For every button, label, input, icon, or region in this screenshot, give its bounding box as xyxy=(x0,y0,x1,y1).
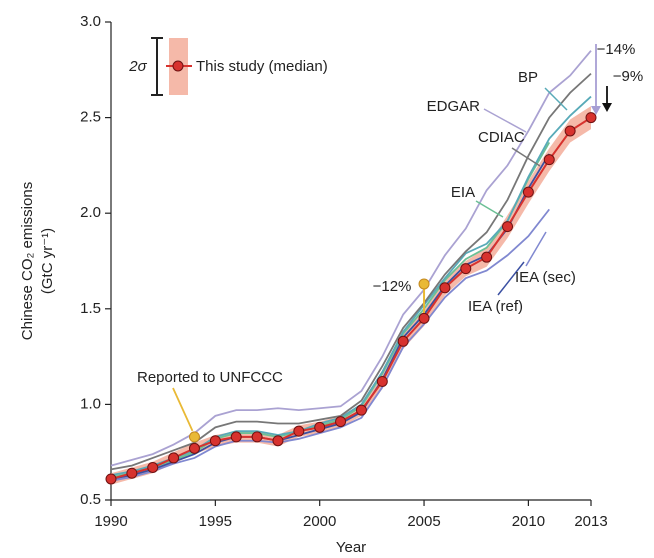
data-point xyxy=(230,431,242,443)
data-point xyxy=(376,375,388,387)
series-label: BP xyxy=(518,69,538,86)
data-point xyxy=(209,435,221,447)
data-point xyxy=(543,154,555,166)
data-point xyxy=(168,452,180,464)
legend-band-label: 2σ xyxy=(128,58,147,75)
series-label: IEA (sec) xyxy=(515,269,576,286)
y-tick-label: 3.0 xyxy=(80,13,101,30)
series-label: EDGAR xyxy=(427,98,481,115)
data-point xyxy=(585,112,597,124)
data-point xyxy=(355,404,367,416)
data-point xyxy=(418,312,430,324)
x-tick-label: 2000 xyxy=(303,513,336,530)
leader-line xyxy=(475,200,504,218)
annotation: −9% xyxy=(613,68,643,85)
leader-line xyxy=(525,231,547,267)
series-label: EIA xyxy=(451,184,475,201)
x-axis-label: Year xyxy=(336,539,366,556)
data-point xyxy=(460,263,472,275)
series-line xyxy=(110,153,551,480)
series-line xyxy=(110,142,551,478)
data-point xyxy=(293,425,305,437)
data-point xyxy=(502,221,514,233)
reported-label: Reported to UNFCCC xyxy=(137,369,283,386)
annotation: −12% xyxy=(373,278,412,295)
y-tick-label: 0.5 xyxy=(80,491,101,508)
data-point xyxy=(522,186,534,198)
y-tick-label: 1.0 xyxy=(80,395,101,412)
leader-line xyxy=(544,87,568,111)
legend-dot xyxy=(172,60,184,72)
leader-line xyxy=(511,147,541,167)
data-point xyxy=(314,421,326,433)
data-point xyxy=(439,282,451,294)
annotation: −14% xyxy=(597,41,636,58)
leader-line xyxy=(172,387,194,432)
y-tick-label: 2.0 xyxy=(80,204,101,221)
series-label: CDIAC xyxy=(478,129,525,146)
data-point xyxy=(251,431,263,443)
data-point xyxy=(335,416,347,428)
data-point xyxy=(481,251,493,263)
y-tick-label: 2.5 xyxy=(80,109,101,126)
x-tick-label: 1990 xyxy=(94,513,127,530)
series-line xyxy=(110,208,550,482)
data-point xyxy=(272,435,284,447)
x-tick-label: 2005 xyxy=(407,513,440,530)
reported-point xyxy=(188,431,200,443)
data-point xyxy=(397,335,409,347)
leader-line xyxy=(483,108,527,133)
x-tick-label: 2010 xyxy=(512,513,545,530)
data-point xyxy=(147,461,159,473)
data-point xyxy=(564,125,576,137)
arrow-head xyxy=(591,106,601,115)
x-tick-label: 2013 xyxy=(574,513,607,530)
uncertainty-band xyxy=(111,106,591,485)
x-tick-label: 1995 xyxy=(199,513,232,530)
data-point xyxy=(188,442,200,454)
data-point xyxy=(105,473,117,485)
reported-point xyxy=(418,278,430,290)
series-line xyxy=(110,50,592,467)
series-line xyxy=(110,72,592,471)
y-axis-label: Chinese CO₂ emissions xyxy=(19,182,36,340)
arrow-head xyxy=(602,103,612,112)
leader-line xyxy=(497,261,525,296)
data-point xyxy=(126,467,138,479)
y-axis-label: (GtC yr⁻¹) xyxy=(39,228,56,294)
series-label: IEA (ref) xyxy=(468,298,523,315)
legend-label: This study (median) xyxy=(196,58,328,75)
y-tick-label: 1.5 xyxy=(80,300,101,317)
